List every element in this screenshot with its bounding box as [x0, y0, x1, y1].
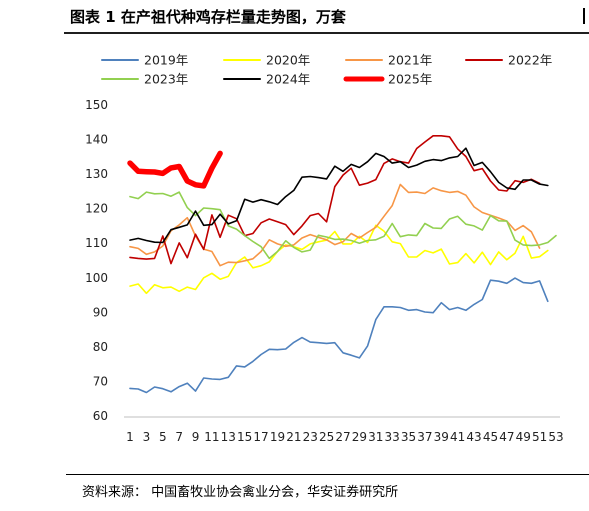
x-tick-label: 29: [352, 430, 367, 444]
x-tick-label: 51: [532, 430, 547, 444]
legend-item: 2025年: [343, 72, 432, 87]
series-line-2021年: [129, 183, 541, 267]
y-tick-label: 130: [85, 167, 108, 181]
x-tick-label: 35: [401, 430, 416, 444]
x-tick-label: 13: [221, 430, 236, 444]
x-tick-label: 21: [286, 430, 301, 444]
legend-item: 2020年: [223, 53, 310, 68]
plot-area: [127, 135, 557, 394]
x-tick-label: 15: [237, 430, 252, 444]
legend-label: 2022年: [508, 53, 552, 68]
legend-label: 2021年: [388, 53, 432, 68]
y-tick-label: 120: [85, 202, 108, 216]
y-tick-label: 80: [93, 340, 108, 354]
x-tick-label: 49: [516, 430, 531, 444]
series-line-2024年: [129, 147, 549, 244]
source-note: 资料来源： 中国畜牧业协会禽业分会，华安证券研究所: [82, 485, 399, 500]
chart-legend: 2019年 2020年 2021年 2022年 2023年 2024年 2025年: [101, 53, 552, 87]
y-tick-label: 110: [85, 236, 108, 250]
legend-item: 2019年: [101, 53, 188, 68]
x-tick-label: 5: [159, 430, 167, 444]
line-chart: 2019年 2020年 2021年 2022年 2023年 2024年 2025年 60 70…: [85, 53, 564, 445]
y-tick-label: 60: [93, 409, 108, 423]
series-line-2022年: [129, 135, 541, 265]
x-axis: 1 3 5 7 9 11 13 15 17 19 21 23 25 27 29 31 33 35 37 39 41 43 4…: [124, 416, 564, 444]
x-tick-label: 7: [175, 430, 183, 444]
x-tick-label: 3: [143, 430, 151, 444]
legend-item: 2021年: [345, 53, 432, 68]
x-tick-label: 41: [450, 430, 465, 444]
legend-label: 2023年: [144, 72, 188, 87]
legend-item: 2022年: [465, 53, 552, 68]
x-tick-label: 31: [368, 430, 383, 444]
x-tick-label: 9: [192, 430, 200, 444]
y-tick-label: 70: [93, 374, 108, 388]
legend-label: 2019年: [144, 53, 188, 68]
x-tick-label: 23: [303, 430, 318, 444]
x-tick-label: 17: [253, 430, 268, 444]
y-tick-label: 150: [85, 98, 108, 112]
x-tick-label: 47: [499, 430, 514, 444]
x-tick-label: 37: [417, 430, 432, 444]
x-tick-label: 53: [548, 430, 563, 444]
x-tick-label: 11: [204, 430, 219, 444]
series-line-2019年: [129, 277, 549, 394]
x-tick-label: 19: [270, 430, 285, 444]
x-tick-label: 27: [335, 430, 350, 444]
title-rule: [64, 32, 589, 34]
y-tick-label: 100: [85, 271, 108, 285]
y-tick-label: 140: [85, 133, 108, 147]
x-tick-label: 25: [319, 430, 334, 444]
x-tick-label: 45: [483, 430, 498, 444]
y-tick-label: 90: [93, 305, 108, 319]
x-tick-label: 43: [466, 430, 481, 444]
x-tick-label: 1: [126, 430, 134, 444]
legend-item: 2023年: [101, 72, 188, 87]
x-tick-label: 33: [385, 430, 400, 444]
y-axis: 60 70 80 90 100 110 120 130 140 150: [85, 98, 108, 423]
series-line-2020年: [129, 224, 549, 295]
series-line-2023年: [129, 191, 557, 260]
legend-label: 2024年: [266, 72, 310, 87]
title-edge-mark: [583, 8, 585, 24]
legend-label: 2025年: [388, 72, 432, 87]
legend-item: 2024年: [223, 72, 310, 87]
chart-title: 图表 1 在产祖代种鸡存栏量走势图，万套: [70, 8, 346, 26]
source-rule: [66, 474, 589, 475]
x-tick-label: 39: [434, 430, 449, 444]
legend-label: 2020年: [266, 53, 310, 68]
series-line-2025年: [127, 150, 223, 189]
